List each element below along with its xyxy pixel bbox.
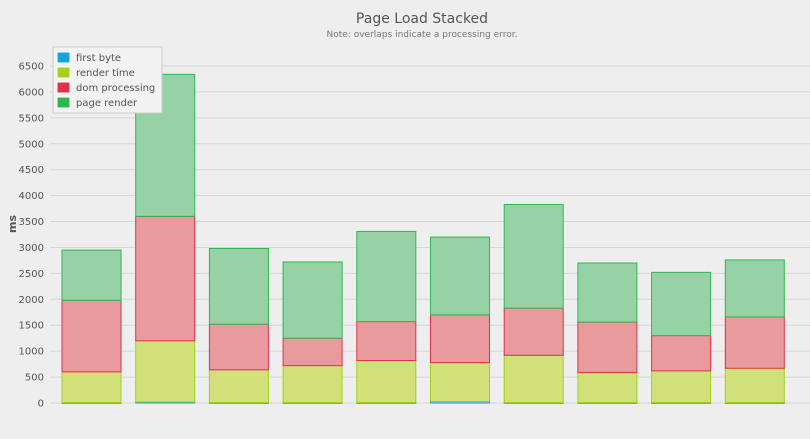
y-tick-label: 6500	[19, 62, 44, 73]
bar-segment-page-render	[61, 249, 122, 301]
bar-segment-page-render	[208, 247, 269, 325]
y-tick-label: 6000	[19, 87, 44, 98]
bar-segment-render-time	[724, 367, 785, 403]
legend-swatch	[56, 81, 71, 94]
legend-swatch	[56, 51, 71, 64]
bar-segment-render-time	[282, 365, 343, 403]
bar-segment-render-time	[430, 362, 490, 402]
y-tick-label: 2500	[19, 269, 44, 280]
y-axis-label: ms	[6, 215, 19, 233]
legend-swatch	[56, 96, 71, 109]
y-tick-label: 4500	[19, 165, 44, 176]
legend-label: page render	[76, 98, 138, 109]
bar-segment-page-render	[577, 262, 638, 323]
y-tick-label: 1500	[19, 321, 44, 332]
bar-segment-dom-processing	[208, 323, 269, 371]
legend-swatch	[56, 66, 71, 79]
legend-box	[52, 46, 163, 114]
y-tick-label: 500	[25, 373, 44, 384]
bar-segment-dom-processing	[724, 316, 785, 369]
bar-segment-dom-processing	[651, 335, 712, 372]
bar-stacks	[61, 73, 785, 404]
y-axis-ticks: 0 500 1000 1500 2000 2500 3000 3500 4000 4500 5000…	[19, 62, 44, 410]
bar-segment-page-render	[282, 261, 343, 339]
bar-segment-render-time	[356, 359, 417, 403]
bar-segment-page-render	[503, 203, 564, 309]
y-tick-label: 5500	[19, 113, 44, 124]
bar-segment-render-time	[577, 371, 638, 403]
y-tick-label: 4000	[19, 191, 44, 202]
legend-label: render time	[76, 68, 135, 79]
bar-segment-render-time	[208, 369, 269, 403]
y-tick-label: 3000	[19, 243, 44, 254]
bar-segment-render-time	[503, 354, 564, 403]
y-tick-label: 0	[38, 399, 44, 410]
bar-segment-page-render	[356, 230, 417, 323]
legend: first byte render time dom processing page …	[52, 46, 163, 114]
y-tick-label: 1000	[19, 347, 44, 358]
y-tick-label: 5000	[19, 139, 44, 150]
bar-segment-dom-processing	[282, 337, 343, 367]
legend-label: dom processing	[76, 83, 155, 94]
bar-segment-page-render	[430, 236, 490, 316]
bar-segment-render-time	[651, 370, 712, 403]
bar-segment-page-render	[724, 259, 785, 318]
bar-segment-dom-processing	[577, 321, 638, 373]
bar-segment-dom-processing	[503, 307, 564, 356]
y-tick-label: 2000	[19, 295, 44, 306]
bar-segment-render-time	[61, 371, 122, 403]
y-tick-label: 3500	[19, 217, 44, 228]
legend-label: first byte	[76, 53, 121, 64]
bar-segment-dom-processing	[61, 299, 122, 373]
bar-segment-render-time	[135, 340, 196, 403]
chart-subtitle: Note: overlaps indicate a processing err…	[327, 30, 518, 40]
bar-segment-dom-processing	[135, 215, 196, 342]
bar-segment-dom-processing	[356, 321, 417, 361]
chart-title: Page Load Stacked	[356, 11, 488, 27]
bar-segment-page-render	[651, 271, 712, 337]
bar-segment-dom-processing	[430, 314, 490, 364]
